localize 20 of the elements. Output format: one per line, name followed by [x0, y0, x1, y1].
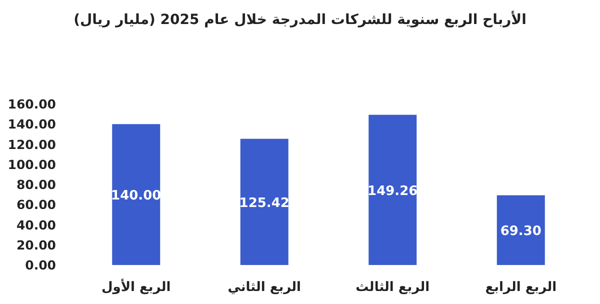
x-tick-label: الربع الأول [102, 278, 171, 295]
y-tick-label: 100.00 [8, 156, 56, 172]
data-label: 125.42 [239, 196, 290, 211]
y-tick-label: 0.00 [25, 258, 56, 272]
x-tick-label: الربع الرابع [485, 280, 557, 295]
bar [496, 195, 545, 265]
y-tick-label: 40.00 [16, 217, 56, 232]
bar [112, 124, 160, 265]
bar [240, 138, 288, 265]
y-tick-label: 160.00 [8, 96, 56, 112]
bar [368, 114, 417, 265]
x-tick-label: الربع الثالث [356, 280, 430, 295]
x-tick-label: الربع الثاني [228, 280, 302, 295]
chart-title: الأرباح الربع سنوية للشركات المدرجة خلال عام 2025 (مليار ريال) [74, 10, 526, 28]
data-label: 69.30 [500, 224, 542, 240]
y-tick-label: 140.00 [8, 116, 56, 132]
y-tick-label: 60.00 [16, 197, 56, 212]
y-tick-label: 120.00 [8, 136, 56, 152]
y-tick-label: 20.00 [16, 237, 56, 252]
y-tick-label: 80.00 [16, 177, 56, 192]
